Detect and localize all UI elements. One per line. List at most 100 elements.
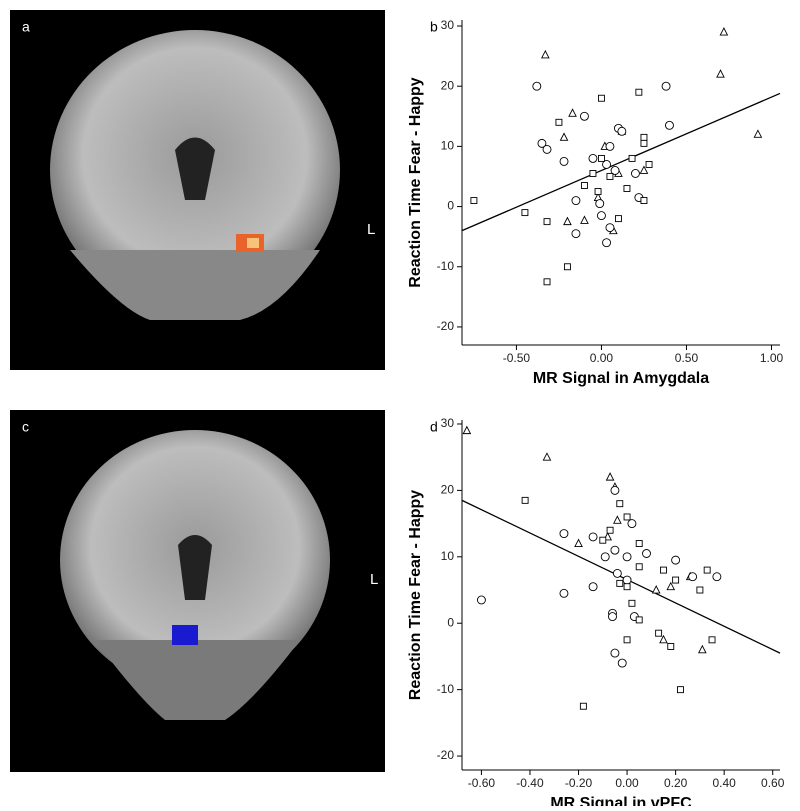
point	[542, 452, 552, 461]
point	[589, 170, 597, 177]
point	[617, 658, 627, 668]
x-tick-label: 0.40	[712, 776, 736, 790]
scatter-chart: 30 20 10 0 -10 -20 -0.60 -0.40 -0.20 0.00 0.20 0.40…	[407, 416, 785, 811]
temporal-lobe	[70, 250, 320, 320]
point	[605, 223, 615, 233]
point	[631, 169, 640, 178]
point	[602, 159, 611, 169]
y-tick-label: 30	[441, 416, 455, 430]
x-tick-label: -0.40	[516, 776, 544, 790]
point	[588, 582, 598, 592]
point	[588, 532, 598, 542]
point	[588, 153, 598, 163]
point	[563, 216, 572, 226]
scatter-chart: 30 20 10 0 -10 -20 -0.50 0.00 0.50 1.00 MR Signal …	[407, 18, 783, 387]
side-label: L	[370, 571, 378, 588]
point	[580, 182, 588, 189]
y-tick-label: -10	[437, 682, 455, 696]
point	[688, 572, 698, 582]
point	[666, 581, 676, 591]
panel-label: a	[22, 19, 30, 35]
point	[628, 154, 636, 162]
point	[645, 160, 653, 168]
ventricle	[178, 535, 212, 600]
point	[610, 485, 620, 495]
point	[579, 111, 589, 121]
x-tick-label: 0.60	[761, 776, 785, 790]
point	[579, 702, 587, 710]
point	[635, 88, 643, 96]
point	[521, 496, 529, 504]
point	[470, 197, 478, 205]
y-tick-label: 30	[441, 18, 455, 32]
x-axis-title: MR Signal in Amygdala	[533, 370, 709, 387]
ventricle	[175, 137, 215, 200]
point	[672, 576, 680, 584]
point	[712, 572, 722, 582]
point	[628, 599, 636, 607]
x-axis-title: MR Signal in vPFC	[550, 795, 692, 806]
point	[605, 141, 615, 151]
point	[608, 612, 617, 622]
panel-c: c L	[10, 410, 385, 772]
trend-line	[461, 499, 781, 654]
point	[696, 586, 704, 594]
point	[568, 108, 577, 117]
point	[617, 126, 627, 136]
x-tick-label: 1.00	[760, 351, 784, 365]
point	[559, 529, 569, 539]
point	[574, 538, 583, 547]
point	[532, 81, 542, 91]
point	[635, 563, 643, 571]
point	[600, 552, 610, 562]
side-label: L	[367, 221, 375, 238]
y-tick-label: 10	[441, 139, 455, 153]
point	[623, 636, 631, 644]
activation	[172, 625, 198, 645]
point	[559, 132, 569, 141]
y-tick-label: -20	[437, 748, 455, 762]
y-tick-label: 20	[441, 483, 455, 497]
y-tick-label: 10	[441, 549, 455, 563]
point	[703, 566, 711, 574]
point	[606, 526, 614, 534]
point	[462, 425, 472, 435]
point	[651, 585, 661, 594]
point	[753, 129, 763, 138]
point	[655, 629, 663, 637]
y-tick-label: 0	[447, 615, 454, 629]
x-tick-label: -0.20	[565, 776, 593, 790]
point	[606, 173, 614, 180]
x-tick-label: 0.50	[675, 351, 699, 365]
point	[635, 540, 643, 547]
point	[660, 566, 667, 574]
y-axis-title: Reaction Time Fear - Happy	[407, 77, 424, 288]
point	[555, 118, 563, 126]
point	[610, 648, 620, 658]
panel-label: b	[430, 19, 438, 35]
point	[708, 636, 716, 644]
point	[559, 156, 569, 166]
point	[599, 536, 607, 544]
y-tick-label: 20	[441, 78, 455, 92]
point	[639, 165, 649, 174]
point	[661, 81, 671, 91]
x-tick-label: -0.60	[468, 776, 496, 790]
point	[537, 138, 547, 148]
point	[665, 120, 674, 130]
panel-label: d	[430, 419, 438, 435]
point	[642, 549, 651, 558]
point	[622, 552, 632, 562]
point	[614, 215, 622, 223]
trend-line	[461, 92, 781, 232]
panel-a: a L	[10, 10, 385, 370]
temporal-lobe	[95, 640, 300, 720]
point	[640, 197, 648, 205]
point	[563, 263, 571, 271]
x-tick-label: 0.20	[664, 776, 688, 790]
point	[595, 199, 605, 209]
point	[543, 218, 551, 226]
point	[596, 211, 606, 221]
y-axis-title: Reaction Time Fear - Happy	[407, 490, 424, 701]
point	[640, 139, 648, 147]
